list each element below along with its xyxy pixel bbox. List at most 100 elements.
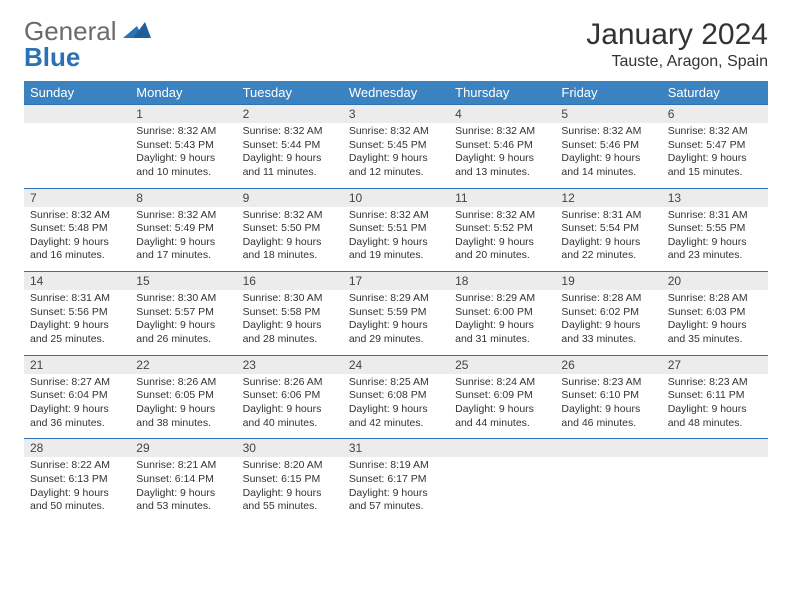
day-number-cell [449, 439, 555, 458]
daylight-text: Daylight: 9 hours and 36 minutes. [30, 403, 124, 430]
day-detail-row: Sunrise: 8:32 AMSunset: 5:43 PMDaylight:… [24, 123, 768, 188]
day-number-cell: 29 [130, 439, 236, 458]
daylight-text: Daylight: 9 hours and 33 minutes. [561, 319, 655, 346]
day-detail-cell: Sunrise: 8:20 AMSunset: 6:15 PMDaylight:… [237, 457, 343, 522]
sunrise-text: Sunrise: 8:23 AM [668, 376, 762, 390]
sunrise-text: Sunrise: 8:32 AM [349, 125, 443, 139]
day-detail-row: Sunrise: 8:32 AMSunset: 5:48 PMDaylight:… [24, 207, 768, 272]
day-detail-cell: Sunrise: 8:23 AMSunset: 6:10 PMDaylight:… [555, 374, 661, 439]
day-number-cell: 3 [343, 105, 449, 124]
title-block: January 2024 Tauste, Aragon, Spain [586, 18, 768, 71]
sunset-text: Sunset: 6:00 PM [455, 306, 549, 320]
sunrise-text: Sunrise: 8:20 AM [243, 459, 337, 473]
day-detail-cell: Sunrise: 8:26 AMSunset: 6:05 PMDaylight:… [130, 374, 236, 439]
daylight-text: Daylight: 9 hours and 29 minutes. [349, 319, 443, 346]
sunrise-text: Sunrise: 8:28 AM [561, 292, 655, 306]
day-detail-cell: Sunrise: 8:24 AMSunset: 6:09 PMDaylight:… [449, 374, 555, 439]
day-number-cell: 7 [24, 188, 130, 207]
sunset-text: Sunset: 5:51 PM [349, 222, 443, 236]
weekday-header: Monday [130, 81, 236, 105]
day-detail-cell [449, 457, 555, 522]
sunset-text: Sunset: 5:49 PM [136, 222, 230, 236]
sunset-text: Sunset: 5:55 PM [668, 222, 762, 236]
sunset-text: Sunset: 5:59 PM [349, 306, 443, 320]
day-detail-cell: Sunrise: 8:30 AMSunset: 5:58 PMDaylight:… [237, 290, 343, 355]
day-number-cell: 31 [343, 439, 449, 458]
sunset-text: Sunset: 6:17 PM [349, 473, 443, 487]
day-number-cell: 20 [662, 272, 768, 291]
sunset-text: Sunset: 6:14 PM [136, 473, 230, 487]
sunrise-text: Sunrise: 8:32 AM [455, 125, 549, 139]
sunrise-text: Sunrise: 8:32 AM [668, 125, 762, 139]
day-number-cell: 26 [555, 355, 661, 374]
daylight-text: Daylight: 9 hours and 22 minutes. [561, 236, 655, 263]
sunset-text: Sunset: 5:52 PM [455, 222, 549, 236]
day-number-cell: 17 [343, 272, 449, 291]
sunrise-text: Sunrise: 8:25 AM [349, 376, 443, 390]
sunrise-text: Sunrise: 8:29 AM [455, 292, 549, 306]
day-detail-cell: Sunrise: 8:32 AMSunset: 5:47 PMDaylight:… [662, 123, 768, 188]
sunset-text: Sunset: 5:57 PM [136, 306, 230, 320]
sunset-text: Sunset: 5:47 PM [668, 139, 762, 153]
logo: General Blue [24, 18, 151, 70]
sunrise-text: Sunrise: 8:32 AM [136, 209, 230, 223]
day-detail-cell: Sunrise: 8:31 AMSunset: 5:55 PMDaylight:… [662, 207, 768, 272]
day-number-cell [662, 439, 768, 458]
day-number-cell: 14 [24, 272, 130, 291]
day-number-cell: 30 [237, 439, 343, 458]
sunrise-text: Sunrise: 8:23 AM [561, 376, 655, 390]
sunset-text: Sunset: 6:03 PM [668, 306, 762, 320]
sunset-text: Sunset: 6:04 PM [30, 389, 124, 403]
sunrise-text: Sunrise: 8:26 AM [136, 376, 230, 390]
day-detail-cell: Sunrise: 8:30 AMSunset: 5:57 PMDaylight:… [130, 290, 236, 355]
daylight-text: Daylight: 9 hours and 17 minutes. [136, 236, 230, 263]
location: Tauste, Aragon, Spain [586, 53, 768, 71]
day-number-cell: 9 [237, 188, 343, 207]
sunset-text: Sunset: 5:43 PM [136, 139, 230, 153]
day-number-cell: 15 [130, 272, 236, 291]
daylight-text: Daylight: 9 hours and 46 minutes. [561, 403, 655, 430]
day-number-cell: 24 [343, 355, 449, 374]
day-detail-cell [555, 457, 661, 522]
logo-mark-icon [123, 20, 151, 42]
day-detail-cell: Sunrise: 8:25 AMSunset: 6:08 PMDaylight:… [343, 374, 449, 439]
day-detail-cell: Sunrise: 8:32 AMSunset: 5:43 PMDaylight:… [130, 123, 236, 188]
day-number-cell: 25 [449, 355, 555, 374]
sunset-text: Sunset: 5:54 PM [561, 222, 655, 236]
day-number-cell: 2 [237, 105, 343, 124]
weekday-header: Sunday [24, 81, 130, 105]
day-detail-cell: Sunrise: 8:27 AMSunset: 6:04 PMDaylight:… [24, 374, 130, 439]
day-detail-cell: Sunrise: 8:32 AMSunset: 5:44 PMDaylight:… [237, 123, 343, 188]
daylight-text: Daylight: 9 hours and 11 minutes. [243, 152, 337, 179]
day-detail-cell: Sunrise: 8:28 AMSunset: 6:03 PMDaylight:… [662, 290, 768, 355]
sunrise-text: Sunrise: 8:32 AM [136, 125, 230, 139]
sunset-text: Sunset: 5:45 PM [349, 139, 443, 153]
day-detail-cell: Sunrise: 8:32 AMSunset: 5:49 PMDaylight:… [130, 207, 236, 272]
day-number-cell: 23 [237, 355, 343, 374]
sunrise-text: Sunrise: 8:27 AM [30, 376, 124, 390]
day-detail-cell: Sunrise: 8:32 AMSunset: 5:46 PMDaylight:… [449, 123, 555, 188]
sunset-text: Sunset: 5:56 PM [30, 306, 124, 320]
day-number-row: 28293031 [24, 439, 768, 458]
sunset-text: Sunset: 6:15 PM [243, 473, 337, 487]
sunset-text: Sunset: 5:46 PM [455, 139, 549, 153]
day-number-row: 14151617181920 [24, 272, 768, 291]
day-number-cell: 13 [662, 188, 768, 207]
daylight-text: Daylight: 9 hours and 25 minutes. [30, 319, 124, 346]
sunset-text: Sunset: 5:46 PM [561, 139, 655, 153]
day-detail-cell: Sunrise: 8:31 AMSunset: 5:54 PMDaylight:… [555, 207, 661, 272]
day-number-cell: 16 [237, 272, 343, 291]
day-detail-cell: Sunrise: 8:29 AMSunset: 5:59 PMDaylight:… [343, 290, 449, 355]
day-number-cell: 1 [130, 105, 236, 124]
day-detail-cell [24, 123, 130, 188]
day-detail-cell: Sunrise: 8:22 AMSunset: 6:13 PMDaylight:… [24, 457, 130, 522]
day-detail-cell [662, 457, 768, 522]
daylight-text: Daylight: 9 hours and 14 minutes. [561, 152, 655, 179]
daylight-text: Daylight: 9 hours and 28 minutes. [243, 319, 337, 346]
day-number-cell: 10 [343, 188, 449, 207]
calendar-header-row: SundayMondayTuesdayWednesdayThursdayFrid… [24, 81, 768, 105]
weekday-header: Thursday [449, 81, 555, 105]
daylight-text: Daylight: 9 hours and 10 minutes. [136, 152, 230, 179]
daylight-text: Daylight: 9 hours and 48 minutes. [668, 403, 762, 430]
day-detail-cell: Sunrise: 8:32 AMSunset: 5:52 PMDaylight:… [449, 207, 555, 272]
